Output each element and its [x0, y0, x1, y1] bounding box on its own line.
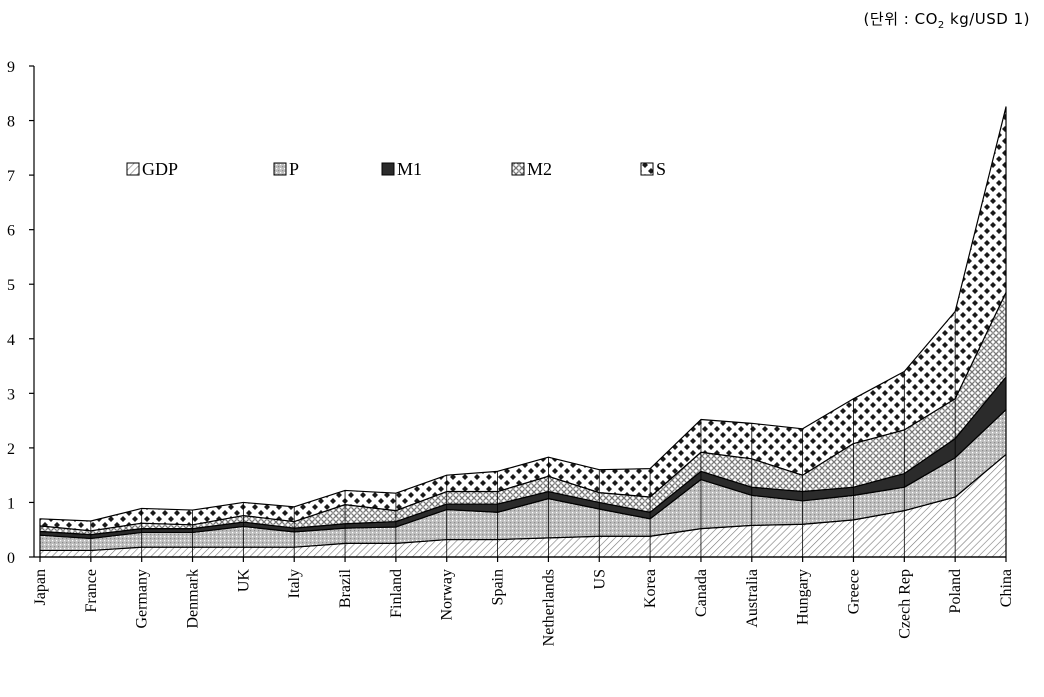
legend-item-s: S [640, 159, 666, 179]
x-category-label: US [591, 569, 608, 589]
x-category-label: Italy [286, 569, 303, 598]
x-category-label: France [83, 569, 100, 613]
x-category-label: China [998, 569, 1015, 607]
y-tick-label: 3 [7, 386, 15, 403]
legend-swatch [511, 162, 525, 176]
x-category-label: Hungary [795, 569, 812, 625]
legend-label: M2 [527, 159, 552, 179]
legend-item-p: P [273, 159, 299, 179]
x-category-label: Poland [947, 569, 964, 613]
legend-item-m1: M1 [381, 159, 422, 179]
x-category-label: Greece [845, 569, 862, 614]
legend-swatch [381, 162, 395, 176]
unit-note: (단위 : CO2 kg/USD 1) [863, 10, 1030, 31]
y-tick-label: 8 [7, 114, 15, 131]
y-tick-label: 2 [7, 441, 15, 458]
legend-swatch [126, 162, 140, 176]
x-category-label: Norway [439, 569, 456, 621]
legend-label: P [289, 159, 299, 179]
x-category-label: Netherlands [540, 569, 557, 646]
x-category-label: Canada [693, 569, 710, 617]
x-category-label: Finland [388, 569, 405, 618]
x-category-label: Spain [490, 569, 507, 605]
y-tick-label: 1 [7, 495, 15, 512]
x-category-label: Japan [32, 569, 49, 605]
y-tick-label: 0 [7, 550, 15, 567]
legend-item-gdp: GDP [126, 159, 178, 179]
y-tick-label: 9 [7, 59, 15, 76]
y-tick-label: 5 [7, 277, 15, 294]
legend-label: S [656, 159, 666, 179]
y-tick-label: 4 [7, 332, 15, 349]
y-tick-label: 6 [7, 223, 15, 240]
x-category-label: Czech Rep [896, 569, 913, 639]
x-category-label: UK [235, 569, 252, 593]
y-tick-label: 7 [7, 168, 15, 185]
x-category-label: Denmark [185, 569, 202, 629]
x-category-label: Germany [134, 569, 151, 629]
legend-label: GDP [142, 159, 178, 179]
legend-item-m2: M2 [511, 159, 552, 179]
x-category-label: Australia [744, 569, 761, 628]
x-category-label: Brazil [337, 568, 354, 608]
legend-label: M1 [397, 159, 422, 179]
x-category-label: Korea [642, 569, 659, 608]
legend-swatch [273, 162, 287, 176]
legend-swatch [640, 162, 654, 176]
